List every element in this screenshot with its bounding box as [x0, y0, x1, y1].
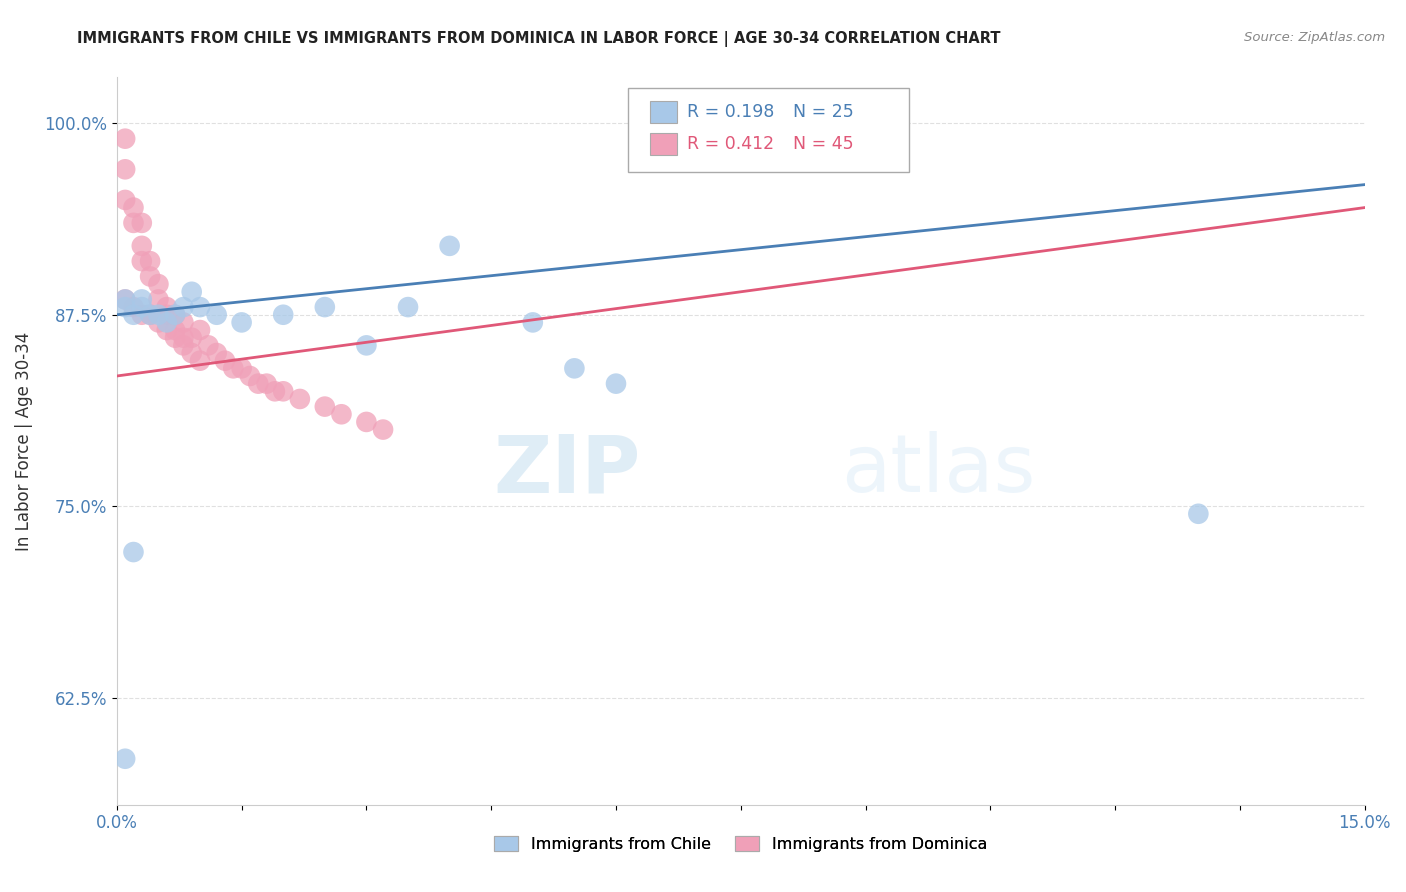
Point [131, 254, 153, 268]
Point [239, 369, 262, 384]
Point [396, 300, 419, 314]
Point [165, 323, 187, 337]
Point [165, 308, 187, 322]
Point [122, 545, 145, 559]
Point [271, 308, 294, 322]
Point [114, 300, 136, 314]
Point [122, 308, 145, 322]
Point [1187, 507, 1209, 521]
Bar [650, 134, 678, 155]
Point [131, 300, 153, 314]
Text: R = 0.198: R = 0.198 [688, 103, 775, 121]
Point [371, 423, 394, 437]
Point [139, 308, 162, 322]
Point [231, 315, 253, 329]
Point [356, 338, 378, 352]
Text: ZIP: ZIP [494, 431, 641, 509]
Text: Source: ZipAtlas.com: Source: ZipAtlas.com [1244, 31, 1385, 45]
Y-axis label: In Labor Force | Age 30-34: In Labor Force | Age 30-34 [15, 332, 32, 550]
Point [188, 323, 211, 337]
Text: atlas: atlas [841, 431, 1035, 509]
Point [205, 346, 228, 360]
Point [288, 392, 311, 406]
Point [522, 315, 544, 329]
Point [156, 323, 179, 337]
Point [180, 285, 202, 299]
Point [156, 315, 179, 329]
Point [231, 361, 253, 376]
Point [205, 308, 228, 322]
Text: R = 0.412: R = 0.412 [688, 136, 775, 153]
Point [314, 300, 336, 314]
Bar [650, 102, 678, 123]
Point [122, 201, 145, 215]
FancyBboxPatch shape [628, 88, 910, 172]
Point [330, 407, 353, 421]
Point [114, 293, 136, 307]
Point [156, 300, 179, 314]
Point [197, 338, 219, 352]
Point [131, 308, 153, 322]
Point [148, 277, 170, 292]
Point [148, 308, 170, 322]
Point [131, 239, 153, 253]
Point [172, 315, 194, 329]
Point [188, 300, 211, 314]
Point [605, 376, 627, 391]
Point [222, 361, 245, 376]
Point [165, 331, 187, 345]
Point [564, 361, 586, 376]
Point [439, 239, 461, 253]
Point [356, 415, 378, 429]
Point [139, 308, 162, 322]
Point [214, 353, 236, 368]
Point [131, 293, 153, 307]
Point [114, 193, 136, 207]
Legend: Immigrants from Chile, Immigrants from Dominica: Immigrants from Chile, Immigrants from D… [488, 830, 994, 858]
Point [148, 293, 170, 307]
Text: IMMIGRANTS FROM CHILE VS IMMIGRANTS FROM DOMINICA IN LABOR FORCE | AGE 30-34 COR: IMMIGRANTS FROM CHILE VS IMMIGRANTS FROM… [77, 31, 1001, 47]
Point [172, 338, 194, 352]
Point [122, 300, 145, 314]
Point [139, 269, 162, 284]
Point [114, 162, 136, 177]
Point [114, 293, 136, 307]
Point [188, 353, 211, 368]
Point [114, 752, 136, 766]
Point [180, 346, 202, 360]
Point [264, 384, 287, 399]
Point [256, 376, 278, 391]
Point [148, 315, 170, 329]
Point [271, 384, 294, 399]
Point [122, 216, 145, 230]
Point [165, 308, 187, 322]
Text: N = 45: N = 45 [793, 136, 853, 153]
Point [139, 254, 162, 268]
Point [247, 376, 270, 391]
Point [131, 216, 153, 230]
Point [314, 400, 336, 414]
Point [172, 331, 194, 345]
Point [180, 331, 202, 345]
Point [156, 308, 179, 322]
Text: N = 25: N = 25 [793, 103, 853, 121]
Point [114, 131, 136, 145]
Point [172, 300, 194, 314]
